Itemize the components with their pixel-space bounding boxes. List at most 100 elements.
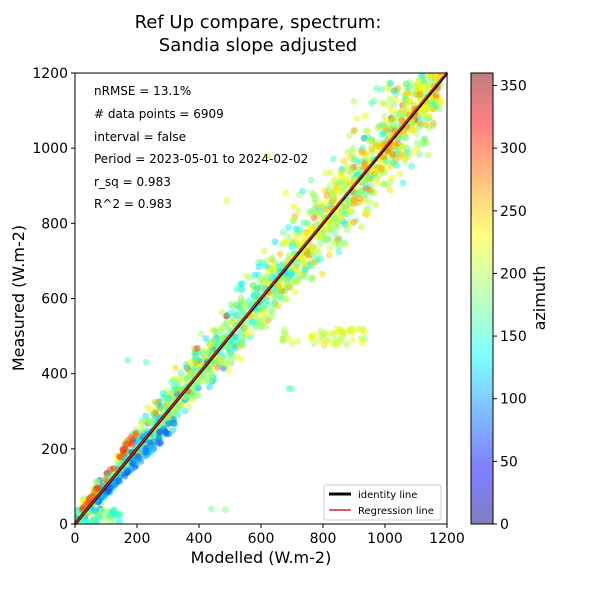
data-point [260, 247, 268, 255]
data-point [156, 403, 164, 411]
data-point [431, 45, 438, 52]
data-point [373, 175, 381, 182]
data-point [308, 274, 315, 282]
data-point [366, 137, 373, 145]
data-point [301, 266, 309, 274]
data-point [345, 222, 353, 229]
data-point [350, 156, 358, 164]
data-point [75, 507, 80, 515]
data-point [353, 115, 361, 123]
data-point [408, 162, 415, 170]
data-point [424, 81, 431, 89]
data-point [202, 335, 210, 342]
data-point [282, 295, 290, 303]
data-point [116, 517, 124, 524]
data-point [155, 429, 163, 436]
x-tick-label: 0 [71, 531, 80, 547]
data-point [331, 230, 339, 238]
data-point [335, 188, 343, 196]
data-point [405, 153, 413, 161]
data-point [277, 261, 285, 269]
data-point [290, 238, 297, 246]
data-point [223, 318, 231, 326]
data-point [184, 403, 192, 411]
data-point [373, 84, 380, 92]
colorbar-tick-label: 150 [500, 329, 527, 345]
data-point [342, 162, 350, 170]
data-point [380, 153, 387, 161]
data-point [263, 296, 271, 304]
data-point [406, 96, 414, 104]
data-point [423, 66, 430, 73]
data-point [276, 287, 284, 295]
legend-regression-label: Regression line [358, 506, 434, 517]
data-point [338, 173, 346, 181]
colorbar-gradient [471, 73, 493, 524]
data-point [339, 332, 347, 340]
data-point [392, 95, 399, 103]
data-point [177, 369, 185, 377]
data-point [379, 121, 387, 129]
data-point [207, 347, 215, 354]
data-point [410, 46, 417, 53]
data-point [330, 176, 338, 184]
legend: identity line Regression line [323, 484, 442, 521]
data-point [316, 240, 324, 248]
data-point [424, 151, 432, 159]
data-point [246, 273, 254, 281]
data-point [279, 335, 287, 342]
data-point [431, 74, 439, 82]
y-tick-label: 800 [41, 216, 68, 232]
data-point [281, 325, 288, 333]
data-point [300, 257, 308, 265]
data-point [319, 203, 327, 211]
data-point [268, 313, 276, 321]
data-point [280, 240, 288, 247]
data-point [258, 316, 266, 324]
data-point [399, 179, 407, 187]
y-tick-label: 0 [59, 517, 68, 533]
data-point [100, 492, 108, 500]
data-point [274, 281, 282, 289]
data-point [422, 121, 430, 129]
data-point [380, 180, 388, 188]
data-point [228, 318, 236, 326]
data-point [337, 168, 345, 175]
data-point [222, 360, 230, 368]
y-tick-label: 400 [41, 367, 68, 383]
data-point [429, 65, 436, 72]
data-point [327, 222, 334, 229]
data-point [282, 189, 290, 197]
data-point [326, 244, 334, 252]
data-point [347, 169, 355, 177]
data-point [124, 357, 132, 364]
data-point [258, 309, 266, 317]
data-point [329, 190, 336, 198]
data-point [404, 89, 412, 97]
data-point [340, 157, 347, 165]
data-point [357, 335, 365, 343]
data-point [336, 235, 344, 242]
data-point [292, 231, 300, 238]
data-point [217, 324, 225, 332]
data-point [326, 251, 333, 259]
data-point [121, 472, 129, 480]
data-point [182, 363, 190, 371]
data-point [425, 65, 432, 72]
data-point [398, 117, 406, 124]
data-point [361, 112, 369, 120]
data-point [268, 308, 276, 316]
data-point [93, 512, 101, 519]
annotation-r-sq: r_sq = 0.983 [94, 175, 171, 189]
data-point [389, 116, 397, 124]
data-point [301, 273, 309, 281]
data-point [127, 434, 135, 441]
data-point [279, 229, 287, 236]
data-point [346, 207, 354, 215]
data-point [417, 73, 425, 79]
data-point [208, 505, 215, 513]
data-point [172, 364, 180, 372]
data-point [131, 458, 139, 466]
data-point [435, 105, 443, 113]
data-point [184, 376, 191, 383]
